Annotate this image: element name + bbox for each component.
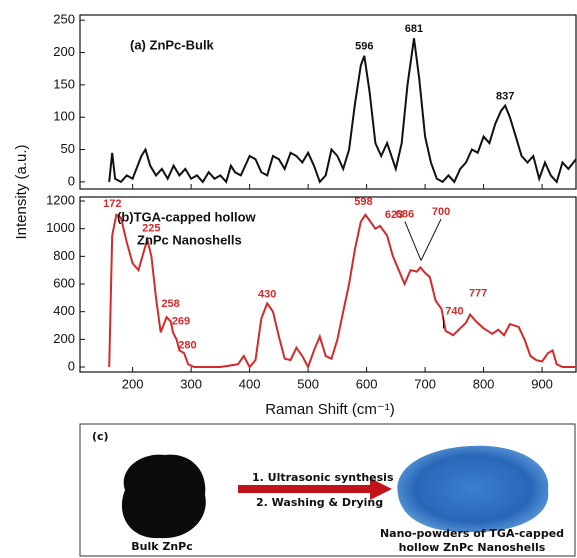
x-tick-label: 800	[473, 376, 495, 391]
peak-label: 430	[258, 288, 276, 300]
x-tick-label: 400	[239, 376, 261, 391]
peak-label: 700	[432, 206, 450, 218]
peak-label: 280	[178, 339, 196, 351]
y-axis-label: Intensity (a.u.)	[13, 144, 30, 239]
spectrum-line	[108, 38, 577, 184]
caption: Bulk ZnPc	[131, 540, 193, 553]
x-tick-label: 300	[180, 376, 202, 391]
x-tick-label: 500	[297, 376, 319, 391]
peak-label: 777	[469, 287, 487, 299]
peak-label: 269	[172, 315, 190, 327]
x-tick-label: 900	[531, 376, 553, 391]
peak-label: 596	[355, 41, 373, 53]
peak-label: 623	[385, 209, 403, 221]
peak-label: 740	[445, 305, 463, 317]
y-tick-label: 0	[68, 173, 75, 188]
nano-powder	[397, 445, 549, 533]
peak-label: 225	[142, 223, 160, 235]
panel-c: (c) 1. Ultrasonic synthesis 2. Washing &…	[79, 423, 576, 557]
y-tick-label: 1000	[46, 220, 75, 235]
arrow-head	[370, 478, 392, 500]
x-axis-label: Raman Shift (cm⁻¹)	[265, 401, 395, 418]
x-tick-label: 600	[356, 376, 378, 391]
y-tick-label: 1200	[46, 192, 75, 207]
caption: hollow ZnPc Nanoshells	[399, 541, 546, 554]
plot-frame	[79, 14, 577, 190]
step-text: 2. Washing & Drying	[256, 496, 383, 509]
y-tick-label: 400	[53, 303, 75, 318]
y-tick-label: 600	[53, 275, 75, 290]
spectrum-line	[108, 213, 576, 370]
peak-label: 258	[161, 298, 179, 310]
y-tick-label: 200	[53, 331, 75, 346]
x-tick-label: 200	[122, 376, 144, 391]
peak-label: 837	[496, 90, 514, 102]
y-tick-label: 800	[53, 248, 75, 263]
x-tick-label: 700	[414, 376, 436, 391]
chart-title: (a) ZnPc-Bulk	[130, 37, 215, 52]
caption: Nano-powders of TGA-capped	[380, 527, 564, 540]
peak-arrow	[404, 221, 422, 261]
chart-title: (b)TGA-capped hollow	[117, 209, 257, 224]
peak-label: 598	[354, 196, 372, 208]
step-text: 1. Ultrasonic synthesis	[252, 471, 394, 484]
peak-label: 172	[103, 198, 121, 210]
y-tick-label: 0	[68, 358, 75, 373]
y-tick-label: 50	[61, 141, 75, 156]
panel-label: (c)	[92, 430, 109, 443]
peak-label: 686	[396, 208, 414, 220]
y-tick-label: 100	[53, 109, 75, 124]
y-tick-label: 250	[53, 12, 75, 27]
y-tick-label: 200	[53, 44, 75, 59]
y-tick-label: 150	[53, 76, 75, 91]
bulk-powder	[121, 454, 206, 539]
peak-label: 681	[405, 23, 423, 35]
chart-title: ZnPc Nanoshells	[137, 232, 242, 247]
peak-arrow	[420, 218, 442, 261]
